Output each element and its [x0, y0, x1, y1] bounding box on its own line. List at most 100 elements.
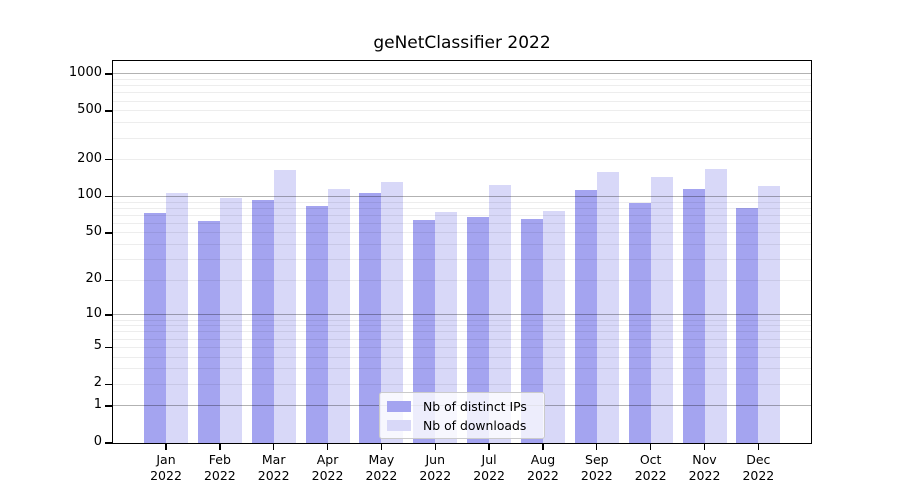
gridline-minor-8 [113, 325, 811, 327]
legend-item-downloads: Nb of downloads [387, 416, 544, 435]
y-tick-1 [105, 405, 112, 407]
gridline-minor-3 [113, 368, 811, 370]
y-tick-label-5: 5 [93, 338, 102, 354]
y-tick-label-1: 1 [93, 396, 102, 412]
legend-label-downloads: Nb of downloads [423, 418, 527, 433]
gridline-minor-40 [113, 244, 811, 246]
gridline-minor-70 [113, 214, 811, 216]
gridline-minor-30 [113, 259, 811, 261]
y-tick-100 [105, 195, 112, 198]
y-tick-label-20: 20 [85, 271, 102, 287]
bar-distinct-ips-mar [251, 199, 274, 443]
x-tick-label-jan: Jan 2022 [150, 452, 182, 483]
bar-downloads-feb [219, 197, 242, 443]
bar-distinct-ips-aug [520, 219, 543, 443]
grid-layer [113, 61, 811, 443]
legend-swatch-downloads [387, 420, 411, 431]
bar-distinct-ips-nov [682, 188, 705, 443]
y-tick-200 [105, 159, 112, 161]
gridline-minor-80 [113, 207, 811, 209]
gridline-minor-50 [113, 232, 811, 234]
bar-downloads-aug [542, 210, 565, 443]
x-tick-label-jul: Jul 2022 [473, 452, 505, 483]
gridline-minor-600 [113, 100, 811, 102]
x-tick-aug [542, 444, 544, 450]
legend: Nb of distinct IPs Nb of downloads [379, 392, 545, 439]
x-tick-label-sep: Sep 2022 [580, 452, 613, 483]
gridline-minor-2 [113, 383, 811, 385]
x-tick-label-oct: Oct 2022 [634, 452, 667, 483]
bar-distinct-ips-jul [467, 216, 490, 443]
gridline-minor-300 [113, 137, 811, 139]
gridline-minor-60 [113, 222, 811, 224]
y-tick-500 [105, 110, 112, 112]
y-tick-label-1000: 1000 [68, 64, 102, 80]
gridline-minor-5 [113, 346, 811, 348]
bar-distinct-ips-dec [736, 207, 759, 443]
y-tick-label-200: 200 [77, 150, 102, 166]
chart-title: geNetClassifier 2022 [373, 33, 551, 53]
y-tick-label-500: 500 [77, 101, 102, 117]
gridline-minor-900 [113, 79, 811, 81]
x-tick-label-jun: Jun 2022 [419, 452, 452, 483]
x-tick-apr [326, 444, 329, 450]
bar-downloads-jul [489, 185, 512, 443]
bar-distinct-ips-oct [628, 203, 651, 443]
x-tick-label-feb: Feb 2022 [203, 452, 236, 483]
bar-downloads-sep [596, 171, 619, 443]
bars-layer [113, 61, 811, 443]
x-tick-sep [596, 444, 598, 450]
bar-downloads-nov [704, 168, 727, 443]
y-tick-label-2: 2 [93, 375, 102, 391]
x-tick-label-apr: Apr 2022 [311, 452, 344, 483]
legend-swatch-distinct-ips [387, 401, 411, 412]
bar-downloads-may [381, 182, 404, 443]
x-tick-label-nov: Nov 2022 [688, 452, 721, 483]
x-tick-label-may: May 2022 [365, 452, 398, 483]
y-tick-1000 [105, 73, 112, 75]
gridline-minor-4 [113, 356, 811, 358]
bar-downloads-jan [166, 192, 188, 443]
gridline-minor-6 [113, 338, 811, 340]
bar-distinct-ips-apr [305, 205, 328, 443]
y-tick-label-50: 50 [85, 223, 102, 239]
x-tick-label-mar: Mar 2022 [257, 452, 290, 483]
x-tick-jan [165, 444, 167, 450]
y-tick-label-10: 10 [85, 305, 102, 321]
gridline-minor-500 [113, 110, 811, 112]
x-tick-feb [219, 444, 221, 450]
bar-downloads-dec [758, 185, 781, 443]
gridline-minor-9 [113, 319, 811, 321]
gridline-minor-400 [113, 122, 811, 124]
y-tick-5 [105, 346, 112, 348]
gridline-minor-200 [113, 159, 811, 161]
x-tick-label-aug: Aug 2022 [527, 452, 559, 483]
bar-downloads-mar [273, 169, 296, 443]
plot-area [112, 60, 812, 444]
y-tick-10 [105, 314, 112, 316]
x-tick-jun [434, 444, 436, 450]
x-tick-oct [649, 444, 652, 450]
gridline-minor-20 [113, 279, 811, 281]
y-tick-0 [105, 442, 112, 444]
x-tick-label-dec: Dec 2022 [742, 452, 775, 483]
x-tick-nov [703, 444, 706, 450]
x-tick-jul [488, 444, 490, 450]
gridline-major-10 [113, 314, 811, 316]
gridline-minor-700 [113, 92, 811, 94]
y-tick-20 [105, 279, 112, 282]
gridline-minor-800 [113, 85, 811, 87]
bar-distinct-ips-feb [197, 220, 220, 443]
bar-downloads-jun [435, 212, 458, 443]
legend-label-distinct-ips: Nb of distinct IPs [423, 399, 527, 414]
x-tick-dec [757, 444, 760, 450]
gridline-major-100 [113, 195, 811, 197]
gridline-major-1000 [113, 73, 811, 75]
bar-distinct-ips-may [359, 193, 382, 443]
bar-distinct-ips-jan [144, 213, 166, 443]
x-tick-mar [273, 444, 275, 450]
bar-downloads-apr [327, 189, 350, 443]
y-tick-label-100: 100 [77, 187, 102, 203]
y-tick-2 [105, 383, 112, 385]
y-tick-50 [105, 232, 112, 234]
